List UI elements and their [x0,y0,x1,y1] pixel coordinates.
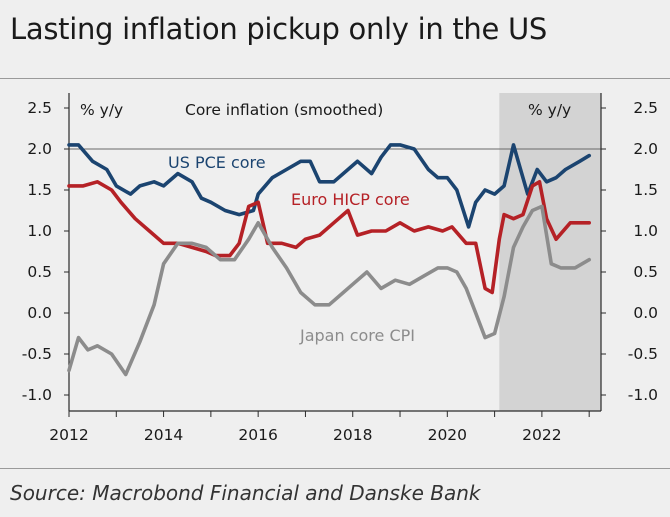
y-axis-label-right: % y/y [528,101,571,119]
x-tick-label: 2022 [522,426,561,444]
chart: 2.5 2.5 2.0 2.0 1.5 1.5 1.0 1.0 0.5 0.5 0.0 0.0 -0.5… [22,93,658,444]
y-tick-label-right: -0.5 [628,345,658,363]
y-axis-label-left: % y/y [80,101,123,119]
y-tick-label-left: -0.5 [22,345,52,363]
y-tick-label-right: 2.0 [633,140,658,158]
series-label-2: Euro HICP core [291,190,410,209]
y-tick-label-left: -1.0 [22,386,52,404]
x-tick-label: 2012 [49,426,88,444]
x-tick-label: 2018 [333,426,372,444]
y-tick-label-left: 2.5 [27,99,52,117]
x-tick-label: 2016 [238,426,277,444]
y-tick-label-left: 1.0 [27,222,52,240]
series-label-3: Japan core CPI [299,326,415,345]
y-tick-label-right: 0.5 [633,263,658,281]
y-tick-label-left: 1.5 [27,181,52,199]
x-tick-label: 2020 [428,426,467,444]
y-tick-label-right: 1.5 [633,181,658,199]
series-label-1: US PCE core [168,153,266,172]
y-tick-label-right: 2.5 [633,99,658,117]
y-tick-label-left: 0.5 [27,263,52,281]
x-tick-label: 2014 [144,426,183,444]
y-tick-label-right: 1.0 [633,222,658,240]
title-divider [0,78,670,79]
source-divider [0,468,670,469]
source-note: Source: Macrobond Financial and Danske B… [10,481,481,505]
chart-title: Lasting inflation pickup only in the US [10,12,547,46]
series-line-2 [67,180,592,295]
y-tick-label-left: 0.0 [27,304,52,322]
series-line-3 [67,204,592,377]
series-line-1 [67,143,592,229]
chart-subtitle: Core inflation (smoothed) [185,101,383,119]
y-tick-label-left: 2.0 [27,140,52,158]
y-tick-label-right: 0.0 [633,304,658,322]
y-tick-label-right: -1.0 [628,386,658,404]
